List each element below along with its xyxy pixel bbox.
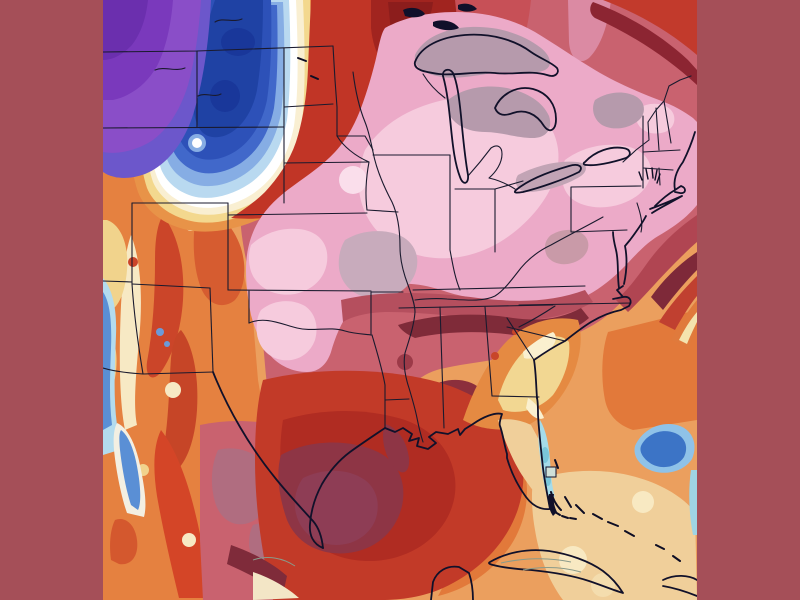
temperature-anomaly-map <box>103 0 697 600</box>
state-borders <box>103 18 692 443</box>
lakes-gray-patches <box>338 26 644 299</box>
gulf-of-california-cool <box>119 430 141 510</box>
weather-map <box>103 0 697 600</box>
mexico-faint-borders <box>252 557 582 573</box>
annotation-marks <box>638 167 661 184</box>
coastlines <box>212 33 697 600</box>
lake-okeechobee <box>545 466 557 478</box>
southeast-orange-yellow <box>463 318 581 430</box>
atlantic-cool-patch <box>640 431 687 468</box>
right-margin <box>697 0 800 600</box>
left-margin <box>0 0 103 600</box>
temperature-field <box>103 0 697 600</box>
islands-and-marks <box>297 57 681 562</box>
canada-lakes <box>403 3 557 516</box>
cold-anomaly-northwest <box>103 0 211 178</box>
